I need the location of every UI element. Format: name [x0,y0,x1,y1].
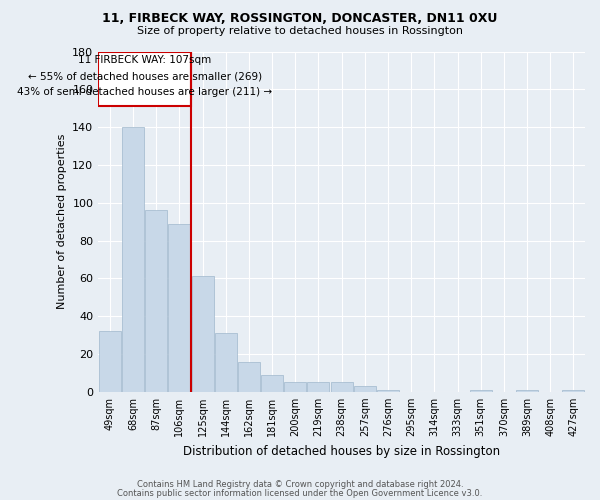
X-axis label: Distribution of detached houses by size in Rossington: Distribution of detached houses by size … [183,444,500,458]
Bar [191,276,214,392]
Bar [354,386,376,392]
Bar [98,52,191,106]
Bar [331,382,353,392]
Text: ← 55% of detached houses are smaller (269): ← 55% of detached houses are smaller (26… [28,72,262,82]
Text: 11, FIRBECK WAY, ROSSINGTON, DONCASTER, DN11 0XU: 11, FIRBECK WAY, ROSSINGTON, DONCASTER, … [103,12,497,26]
Bar [99,332,121,392]
Bar [122,127,144,392]
Bar [307,382,329,392]
Bar [516,390,538,392]
Bar [284,382,306,392]
Text: Contains HM Land Registry data © Crown copyright and database right 2024.: Contains HM Land Registry data © Crown c… [137,480,463,489]
Bar [562,390,584,392]
Text: Contains public sector information licensed under the Open Government Licence v3: Contains public sector information licen… [118,488,482,498]
Text: 43% of semi-detached houses are larger (211) →: 43% of semi-detached houses are larger (… [17,88,272,98]
Bar [169,224,190,392]
Text: 11 FIRBECK WAY: 107sqm: 11 FIRBECK WAY: 107sqm [78,56,211,66]
Y-axis label: Number of detached properties: Number of detached properties [57,134,67,310]
Text: Size of property relative to detached houses in Rossington: Size of property relative to detached ho… [137,26,463,36]
Bar [215,333,237,392]
Bar [377,390,399,392]
Bar [261,375,283,392]
Bar [238,362,260,392]
Bar [470,390,492,392]
Bar [145,210,167,392]
